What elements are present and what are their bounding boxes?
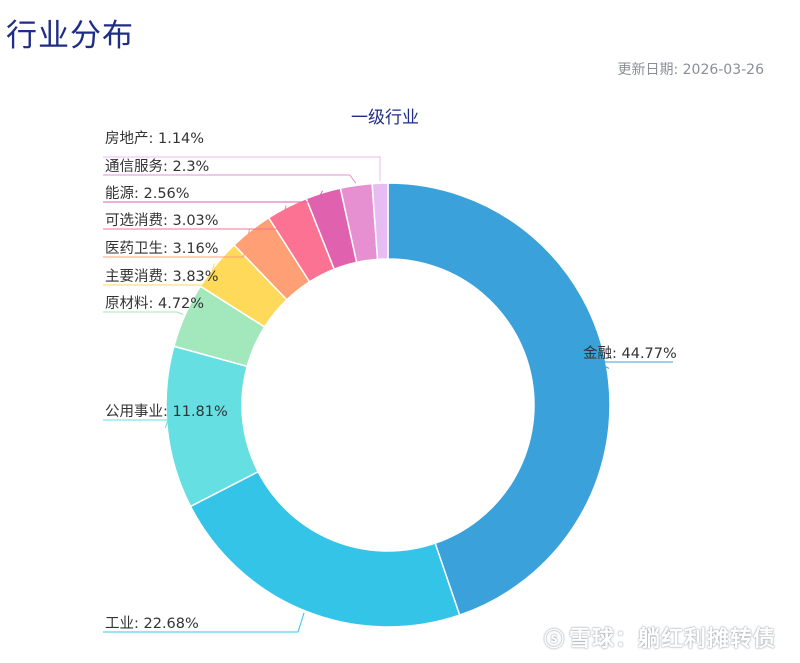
- leader-line-工业: [103, 612, 305, 633]
- slice-label-公用事业: 公用事业: 11.81%: [105, 403, 228, 420]
- watermark: ⓢ 雪球：躺红利摊转债: [544, 621, 776, 653]
- chart-title: 一级行业: [351, 108, 419, 128]
- watermark-text: 雪球：躺红利摊转债: [568, 627, 776, 652]
- slice-label-金融: 金融: 44.77%: [583, 345, 677, 362]
- slice-label-医药卫生: 医药卫生: 3.16%: [105, 240, 219, 257]
- slice-label-能源: 能源: 2.56%: [105, 185, 190, 202]
- slice-label-通信服务: 通信服务: 2.3%: [105, 158, 209, 175]
- slice-labels: 金融: 44.77% 工业: 22.68% 公用事业: 11.81% 原材料: 4.7…: [105, 130, 677, 632]
- leader-line-房地产: [103, 156, 381, 182]
- leader-line-可选消费: [103, 205, 287, 230]
- update-date-value: 2026-03-26: [682, 62, 764, 78]
- leader-line-公用事业: [103, 419, 169, 429]
- donut-slices: [165, 182, 611, 628]
- leader-line-通信服务: [103, 174, 357, 184]
- leader-line-能源: [103, 190, 323, 203]
- snowball-logo-icon: ⓢ: [543, 627, 565, 651]
- update-date-label: 更新日期:: [617, 62, 679, 78]
- slice-label-可选消费: 可选消费: 3.03%: [105, 212, 219, 229]
- slice-label-房地产: 房地产: 1.14%: [105, 130, 204, 147]
- page-title: 行业分布: [6, 18, 134, 54]
- leader-line-原材料: [103, 311, 184, 315]
- slice-label-原材料: 原材料: 4.72%: [105, 295, 204, 312]
- slice-label-工业: 工业: 22.68%: [105, 615, 199, 632]
- slice-金融[interactable]: [387, 182, 611, 617]
- slice-工业[interactable]: [189, 470, 461, 628]
- slice-label-主要消费: 主要消费: 3.83%: [105, 268, 219, 285]
- leader-line-主要消费: [103, 263, 215, 286]
- leader-line-金融: [594, 361, 673, 369]
- slice-房地产[interactable]: [371, 182, 389, 261]
- leader-line-医药卫生: [103, 228, 250, 258]
- update-date: 更新日期: 2026-03-26: [617, 59, 764, 79]
- label-leader-lines: [103, 156, 673, 633]
